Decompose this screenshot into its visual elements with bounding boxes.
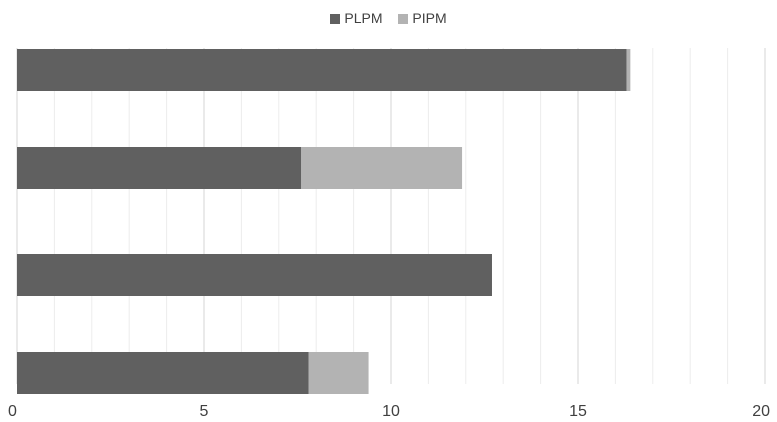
x-tick-label: 0 (8, 403, 17, 420)
bar-plpm-2 (17, 147, 302, 189)
legend-swatch-plpm (330, 14, 341, 24)
bar-pipm-4 (308, 352, 369, 394)
x-tick-label: 5 (200, 403, 209, 420)
bar-plpm-4 (17, 352, 309, 394)
bar-plpm-1 (17, 49, 627, 91)
legend-label-pipm: PIPM (412, 10, 447, 26)
legend-swatch-pipm (398, 14, 409, 24)
bar-plpm-3 (17, 254, 492, 296)
chart-legend: PLPM PIPM (0, 10, 777, 26)
x-tick-label: 10 (382, 403, 400, 420)
legend-label-plpm: PLPM (344, 10, 383, 26)
bar-pipm-2 (301, 147, 463, 189)
legend-item-pipm: PIPM (398, 10, 447, 26)
x-tick-label: 20 (752, 403, 770, 420)
x-tick-label: 15 (569, 403, 587, 420)
grid-lines (16, 48, 766, 384)
x-axis-tick-labels: 0 5 10 15 20 (8, 403, 770, 420)
bar-pipm-1 (626, 49, 631, 91)
legend-item-plpm: PLPM (330, 10, 383, 26)
bar-group (17, 49, 631, 394)
